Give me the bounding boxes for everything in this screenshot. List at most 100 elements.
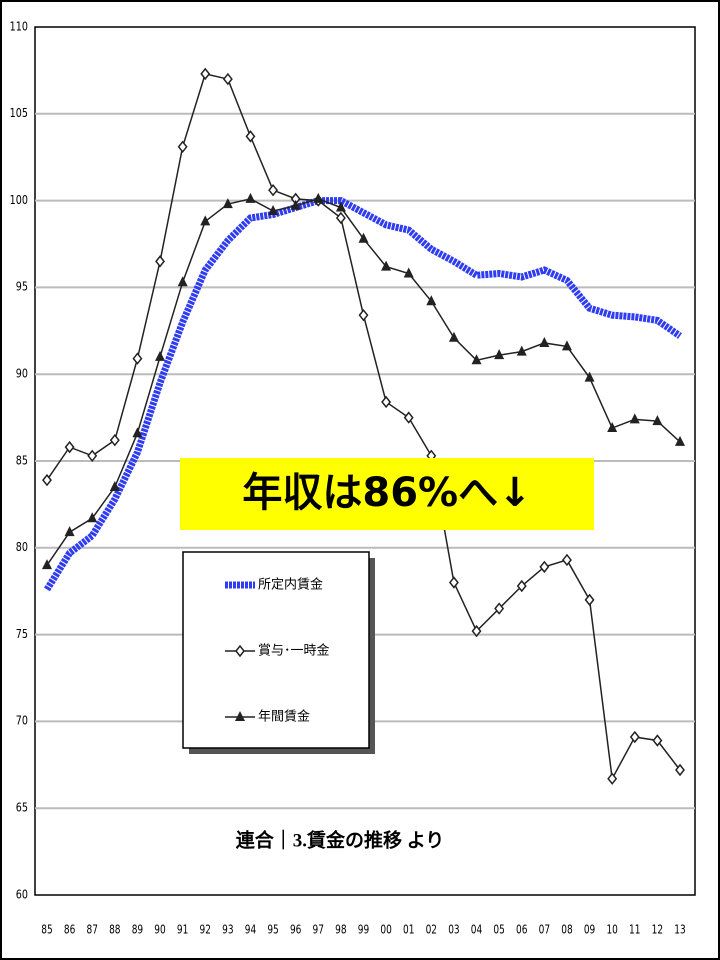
x-tick-label: 87 [86, 923, 97, 937]
x-tick-label: 01 [403, 923, 414, 937]
point [381, 395, 392, 409]
x-tick-label: 91 [177, 923, 188, 937]
y-tick-label: 95 [16, 280, 28, 294]
x-tick-label: 13 [674, 923, 685, 937]
x-tick-label: 85 [41, 923, 52, 937]
point [64, 440, 75, 454]
x-tick-label: 93 [222, 923, 233, 937]
x-tick-label: 11 [629, 923, 640, 937]
point [177, 140, 188, 153]
y-tick-label: 105 [10, 106, 28, 120]
x-tick-label: 08 [561, 923, 573, 937]
point [200, 67, 211, 81]
x-tick-label: 10 [606, 923, 618, 937]
x-tick-label: 89 [132, 923, 143, 937]
point [290, 199, 301, 210]
point [87, 512, 98, 523]
point [494, 602, 505, 615]
series-line [44, 197, 682, 592]
legend-box [182, 551, 370, 749]
point [109, 433, 120, 447]
x-tick-label: 05 [493, 923, 504, 937]
point [539, 560, 550, 574]
point [132, 352, 143, 365]
legend-label: 賞与･一時金 [258, 643, 330, 659]
y-tick-label: 100 [10, 193, 28, 207]
point [516, 345, 527, 356]
x-tick-label: 12 [652, 923, 663, 937]
point [245, 130, 256, 143]
point [200, 215, 211, 226]
lines-layer [42, 67, 685, 785]
point [64, 526, 75, 537]
point [358, 308, 369, 322]
point [42, 559, 52, 570]
y-tick-label: 65 [16, 800, 28, 814]
x-tick-label: 88 [109, 923, 121, 937]
point [584, 371, 595, 382]
point [629, 413, 640, 424]
point [584, 593, 595, 607]
x-tick-label: 07 [539, 923, 550, 937]
x-tick-label: 96 [290, 923, 302, 937]
x-tick-label: 03 [448, 923, 459, 937]
y-tick-label: 110 [10, 19, 28, 33]
point [675, 763, 685, 777]
y-tick-label: 85 [16, 453, 28, 467]
point [652, 415, 663, 426]
y-tick-label: 75 [16, 627, 28, 641]
point [235, 711, 245, 721]
point [494, 349, 505, 360]
x-tick-label: 86 [64, 923, 76, 937]
y-tick-label: 90 [16, 366, 28, 380]
x-tick-label: 94 [245, 923, 257, 937]
point [222, 72, 233, 86]
point [607, 422, 618, 433]
point [448, 576, 459, 589]
point [471, 624, 482, 638]
x-tick-label: 95 [267, 923, 278, 937]
legend-label: 所定内賃金 [258, 577, 323, 593]
point [87, 449, 98, 462]
point [177, 276, 188, 287]
point [629, 730, 640, 744]
highlight-box [180, 458, 594, 530]
point [42, 473, 52, 487]
x-tick-label: 06 [516, 923, 528, 937]
legend-label: 年間賃金 [258, 709, 310, 725]
y-tick-label: 80 [16, 540, 28, 554]
point [335, 201, 346, 212]
point [403, 267, 414, 278]
point [268, 183, 279, 197]
point [607, 772, 618, 785]
point [539, 336, 550, 347]
x-tick-label: 97 [313, 923, 324, 937]
point [448, 331, 459, 342]
point [245, 192, 256, 203]
point [471, 354, 482, 365]
point [516, 579, 527, 593]
point [155, 350, 166, 361]
highlight-text: 年収は86%へ↓ [242, 470, 531, 516]
point [381, 260, 392, 271]
x-tick-label: 92 [200, 923, 211, 937]
y-tick-label: 60 [16, 887, 28, 901]
point [675, 435, 685, 446]
point [358, 232, 369, 243]
point [268, 205, 279, 216]
point [335, 211, 346, 225]
point [109, 481, 120, 492]
y-tick-label: 70 [16, 714, 28, 728]
point [562, 553, 572, 567]
source-note: 連合｜3.賃金の推移 より [236, 828, 445, 851]
point [403, 411, 414, 424]
point [313, 192, 324, 203]
point [426, 295, 437, 306]
point [222, 198, 233, 209]
point [561, 340, 572, 351]
x-tick-label: 99 [358, 923, 369, 937]
x-tick-label: 02 [426, 923, 437, 937]
point [155, 255, 165, 268]
